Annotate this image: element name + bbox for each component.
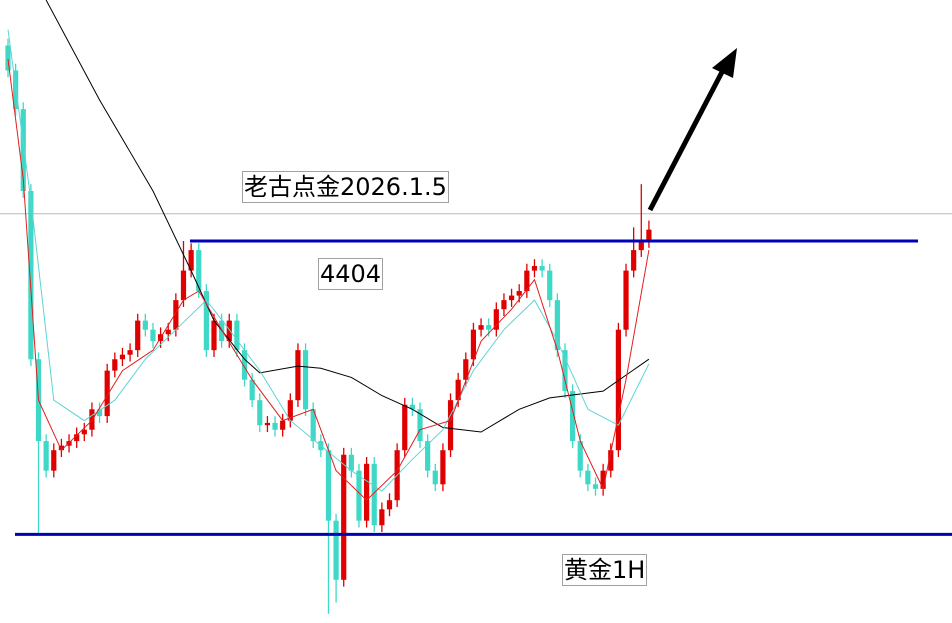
candle-body <box>51 450 57 471</box>
candle-body <box>173 300 179 330</box>
ma-line <box>7 59 650 501</box>
candle-body <box>211 320 217 351</box>
candle-body <box>112 359 118 371</box>
candle-body <box>562 350 568 392</box>
candle-body <box>196 250 202 292</box>
candle-body <box>585 470 591 485</box>
candle-body <box>165 329 171 335</box>
candle-body <box>188 250 194 271</box>
candle-body <box>142 320 148 330</box>
candle-body <box>608 450 614 471</box>
candle-body <box>516 291 522 296</box>
candle-body <box>348 454 354 471</box>
candle-body <box>371 463 377 526</box>
candle-body <box>226 320 232 342</box>
candle-body <box>341 454 347 580</box>
candle-body <box>272 422 278 430</box>
candle-body <box>447 400 454 451</box>
candle-body <box>501 300 507 310</box>
candle-body <box>638 241 644 251</box>
candle-body <box>615 329 621 451</box>
candle-body <box>249 379 255 401</box>
candle-body <box>58 445 65 451</box>
candle-body <box>74 434 80 442</box>
candle-body <box>310 409 316 442</box>
candle-body <box>592 484 599 489</box>
candle-body <box>539 266 545 271</box>
ma-line <box>45 0 650 433</box>
level-label: 4404 <box>318 258 384 290</box>
candle-body <box>356 470 362 521</box>
candle-body <box>379 509 385 526</box>
annotation: 黄金1H <box>562 554 648 586</box>
candle-body <box>623 270 629 330</box>
candle-body <box>493 309 499 330</box>
candle-body <box>508 295 515 301</box>
candle-body <box>127 350 133 355</box>
candle-body <box>280 420 286 430</box>
candle-body <box>486 325 492 330</box>
candle-body <box>119 354 126 360</box>
candle-body <box>432 470 438 485</box>
candle-body <box>302 350 309 410</box>
candle-body <box>257 400 263 426</box>
candle-body <box>547 270 553 301</box>
candle-body <box>646 229 652 242</box>
candle-body <box>287 400 293 421</box>
candle-body <box>180 270 187 301</box>
ma-line <box>7 29 650 492</box>
candle-body <box>600 470 606 489</box>
candle-body <box>402 404 408 451</box>
candle-body <box>333 520 339 580</box>
candle-body <box>5 45 11 71</box>
candle-body <box>325 450 332 521</box>
candle-body <box>241 350 248 380</box>
candle-body <box>104 370 110 417</box>
candle-body <box>135 320 141 351</box>
candle-body <box>203 291 209 351</box>
arrow <box>647 48 737 212</box>
candle-body <box>631 250 637 271</box>
candle-body <box>470 329 477 360</box>
candle-body <box>463 359 469 380</box>
candle-body <box>89 409 95 430</box>
candle-body <box>478 325 484 330</box>
candle-body <box>409 404 415 410</box>
candle-body <box>28 190 34 360</box>
candle-body <box>43 441 49 471</box>
candle-body <box>364 463 370 521</box>
candle-body <box>440 450 446 485</box>
candle-body <box>570 391 576 442</box>
candle-body <box>386 500 393 510</box>
candle-body <box>20 109 26 191</box>
candle-body <box>234 320 240 351</box>
candle-body <box>524 270 530 292</box>
candle-body <box>554 300 560 351</box>
candle-body <box>577 441 583 471</box>
candle-body <box>295 350 301 401</box>
candle-body <box>455 379 461 401</box>
candle-body <box>531 266 538 271</box>
candle-body <box>264 422 271 426</box>
candle-body <box>417 409 423 442</box>
candle-body <box>96 409 103 417</box>
candle-body <box>150 329 156 342</box>
candle-body <box>81 429 87 435</box>
candle-body <box>425 441 431 471</box>
annotation: 老古点金2026.1.5 <box>242 171 449 203</box>
